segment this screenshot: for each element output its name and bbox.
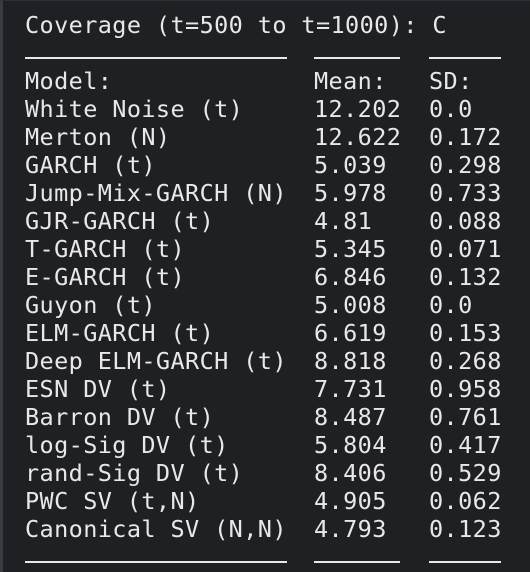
row-mean: 7.731 xyxy=(314,375,387,403)
row-sd: 0.062 xyxy=(429,487,502,515)
table-row: Jump-Mix-GARCH (N) 5.978 0.733 xyxy=(25,179,530,207)
row-sd: 0.529 xyxy=(429,459,502,487)
header-row: Model: Mean: SD: xyxy=(25,67,530,95)
row-mean: 12.622 xyxy=(314,123,402,151)
row-mean: 5.978 xyxy=(314,179,387,207)
row-mean: 8.487 xyxy=(314,403,387,431)
row-sd: 0.153 xyxy=(429,319,502,347)
row-sd: 0.123 xyxy=(429,515,502,543)
table-row: PWC SV (t,N) 4.905 0.062 xyxy=(25,487,530,515)
row-model: Jump-Mix-GARCH (N) xyxy=(25,179,287,207)
row-model: Barron DV (t) xyxy=(25,403,215,431)
row-mean: 4.793 xyxy=(314,515,387,543)
separator-sd xyxy=(429,561,501,563)
row-mean: 5.804 xyxy=(314,431,387,459)
row-model: ESN DV (t) xyxy=(25,375,171,403)
row-model: White Noise (t) xyxy=(25,95,244,123)
row-model: Guyon (t) xyxy=(25,291,156,319)
row-sd: 0.958 xyxy=(429,375,502,403)
separator-model xyxy=(25,57,287,59)
row-mean: 5.345 xyxy=(314,235,387,263)
table-row: ELM-GARCH (t) 6.619 0.153 xyxy=(25,319,530,347)
row-mean: 6.846 xyxy=(314,263,387,291)
table-row: log-Sig DV (t) 5.804 0.417 xyxy=(25,431,530,459)
row-mean: 4.81 xyxy=(314,207,373,235)
row-mean: 4.905 xyxy=(314,487,387,515)
table-row: GJR-GARCH (t) 4.81 0.088 xyxy=(25,207,530,235)
row-sd: 0.088 xyxy=(429,207,502,235)
row-model: T-GARCH (t) xyxy=(25,235,186,263)
separator-top xyxy=(25,39,530,67)
column-header-sd: SD: xyxy=(429,67,473,95)
table-row: T-GARCH (t) 5.345 0.071 xyxy=(25,235,530,263)
table-row: rand-Sig DV (t) 8.406 0.529 xyxy=(25,459,530,487)
row-sd: 0.417 xyxy=(429,431,502,459)
table-row: Guyon (t) 5.008 0.0 xyxy=(25,291,530,319)
row-sd: 0.0 xyxy=(429,291,473,319)
row-model: E-GARCH (t) xyxy=(25,263,186,291)
table-row: Merton (N) 12.622 0.172 xyxy=(25,123,530,151)
table-row: E-GARCH (t) 6.846 0.132 xyxy=(25,263,530,291)
row-mean: 12.202 xyxy=(314,95,402,123)
row-model: GJR-GARCH (t) xyxy=(25,207,215,235)
separator-sd xyxy=(429,57,501,59)
row-mean: 8.818 xyxy=(314,347,387,375)
row-model: Deep ELM-GARCH (t) xyxy=(25,347,287,375)
row-model: GARCH (t) xyxy=(25,151,156,179)
column-header-model: Model: xyxy=(25,67,113,95)
row-mean: 8.406 xyxy=(314,459,387,487)
table-row: Barron DV (t) 8.487 0.761 xyxy=(25,403,530,431)
separator-mean xyxy=(314,561,400,563)
table-row: White Noise (t) 12.202 0.0 xyxy=(25,95,530,123)
row-mean: 5.039 xyxy=(314,151,387,179)
row-sd: 0.761 xyxy=(429,403,502,431)
separator-mean xyxy=(314,57,400,59)
row-mean: 5.008 xyxy=(314,291,387,319)
separator-model xyxy=(25,561,287,563)
row-model: log-Sig DV (t) xyxy=(25,431,229,459)
row-model: PWC SV (t,N) xyxy=(25,487,200,515)
table-row: Canonical SV (N,N) 4.793 0.123 xyxy=(25,515,530,543)
separator-bottom xyxy=(25,543,530,571)
row-sd: 0.071 xyxy=(429,235,502,263)
table-row: Deep ELM-GARCH (t) 8.818 0.268 xyxy=(25,347,530,375)
table-title: Coverage (t=500 to t=1000): C xyxy=(25,11,447,39)
table-row: ESN DV (t) 7.731 0.958 xyxy=(25,375,530,403)
title-line: Coverage (t=500 to t=1000): C xyxy=(25,11,530,39)
row-model: ELM-GARCH (t) xyxy=(25,319,215,347)
row-sd: 0.0 xyxy=(429,95,473,123)
table-row: GARCH (t) 5.039 0.298 xyxy=(25,151,530,179)
column-header-mean: Mean: xyxy=(314,67,387,95)
row-model: Canonical SV (N,N) xyxy=(25,515,287,543)
row-sd: 0.268 xyxy=(429,347,502,375)
row-model: Merton (N) xyxy=(25,123,171,151)
row-mean: 6.619 xyxy=(314,319,387,347)
row-sd: 0.172 xyxy=(429,123,502,151)
row-sd: 0.132 xyxy=(429,263,502,291)
row-model: rand-Sig DV (t) xyxy=(25,459,244,487)
row-sd: 0.733 xyxy=(429,179,502,207)
row-sd: 0.298 xyxy=(429,151,502,179)
